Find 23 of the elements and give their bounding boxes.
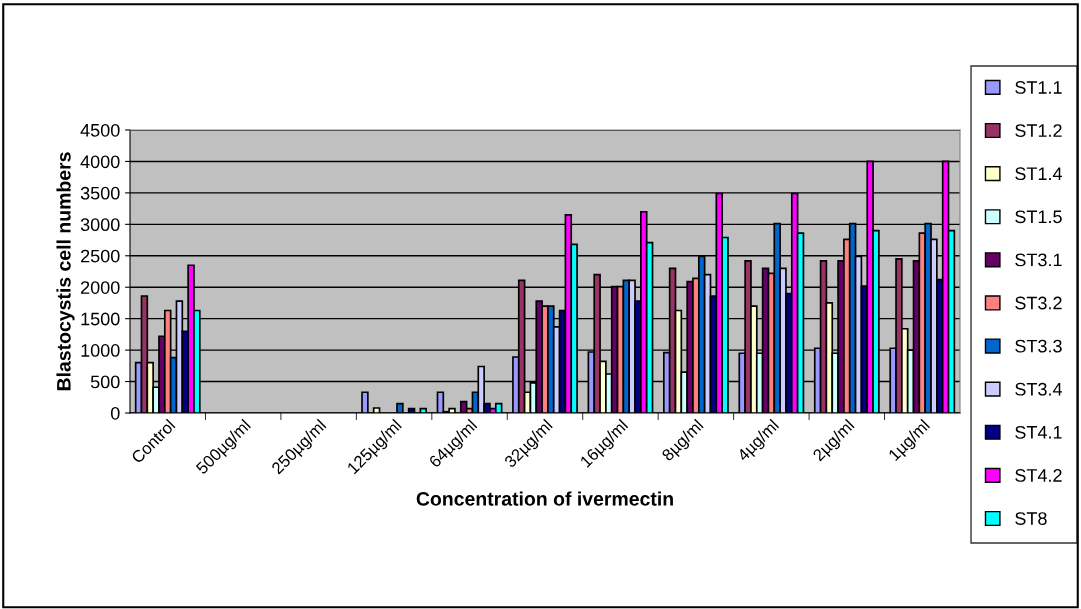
y-tick-label: 4000 — [80, 155, 120, 169]
y-tick-label: 3000 — [80, 218, 120, 232]
y-tick-label: 1000 — [81, 344, 120, 357]
legend-label: ST1.2 — [1015, 124, 1062, 137]
y-tick-label: 0 — [110, 406, 120, 420]
y-tick-label: 500 — [90, 375, 120, 389]
legend-label: ST1.1 — [1015, 81, 1062, 94]
legend-label: ST3.2 — [1015, 296, 1062, 310]
y-tick-label: 1500 — [81, 312, 120, 326]
legend-label: ST1.4 — [1015, 167, 1062, 181]
y-tick-label: 3500 — [80, 186, 120, 200]
y-tick-label: 2500 — [81, 249, 120, 263]
legend-label: ST3.4 — [1015, 382, 1062, 396]
legend-label: ST8 — [1015, 512, 1047, 525]
x-axis-title: Concentration of ivermectin — [416, 491, 673, 506]
legend-label: ST4.2 — [1015, 469, 1062, 482]
legend-label: ST4.1 — [1015, 425, 1062, 439]
legend-label: ST1.5 — [1015, 210, 1062, 224]
y-tick-label: 4500 — [80, 123, 120, 137]
y-axis-title: Blastocystis cell numbers — [56, 152, 75, 391]
legend-label: ST3.1 — [1015, 253, 1062, 267]
legend-label: ST3.3 — [1015, 339, 1062, 353]
y-tick-label: 2000 — [81, 281, 120, 294]
